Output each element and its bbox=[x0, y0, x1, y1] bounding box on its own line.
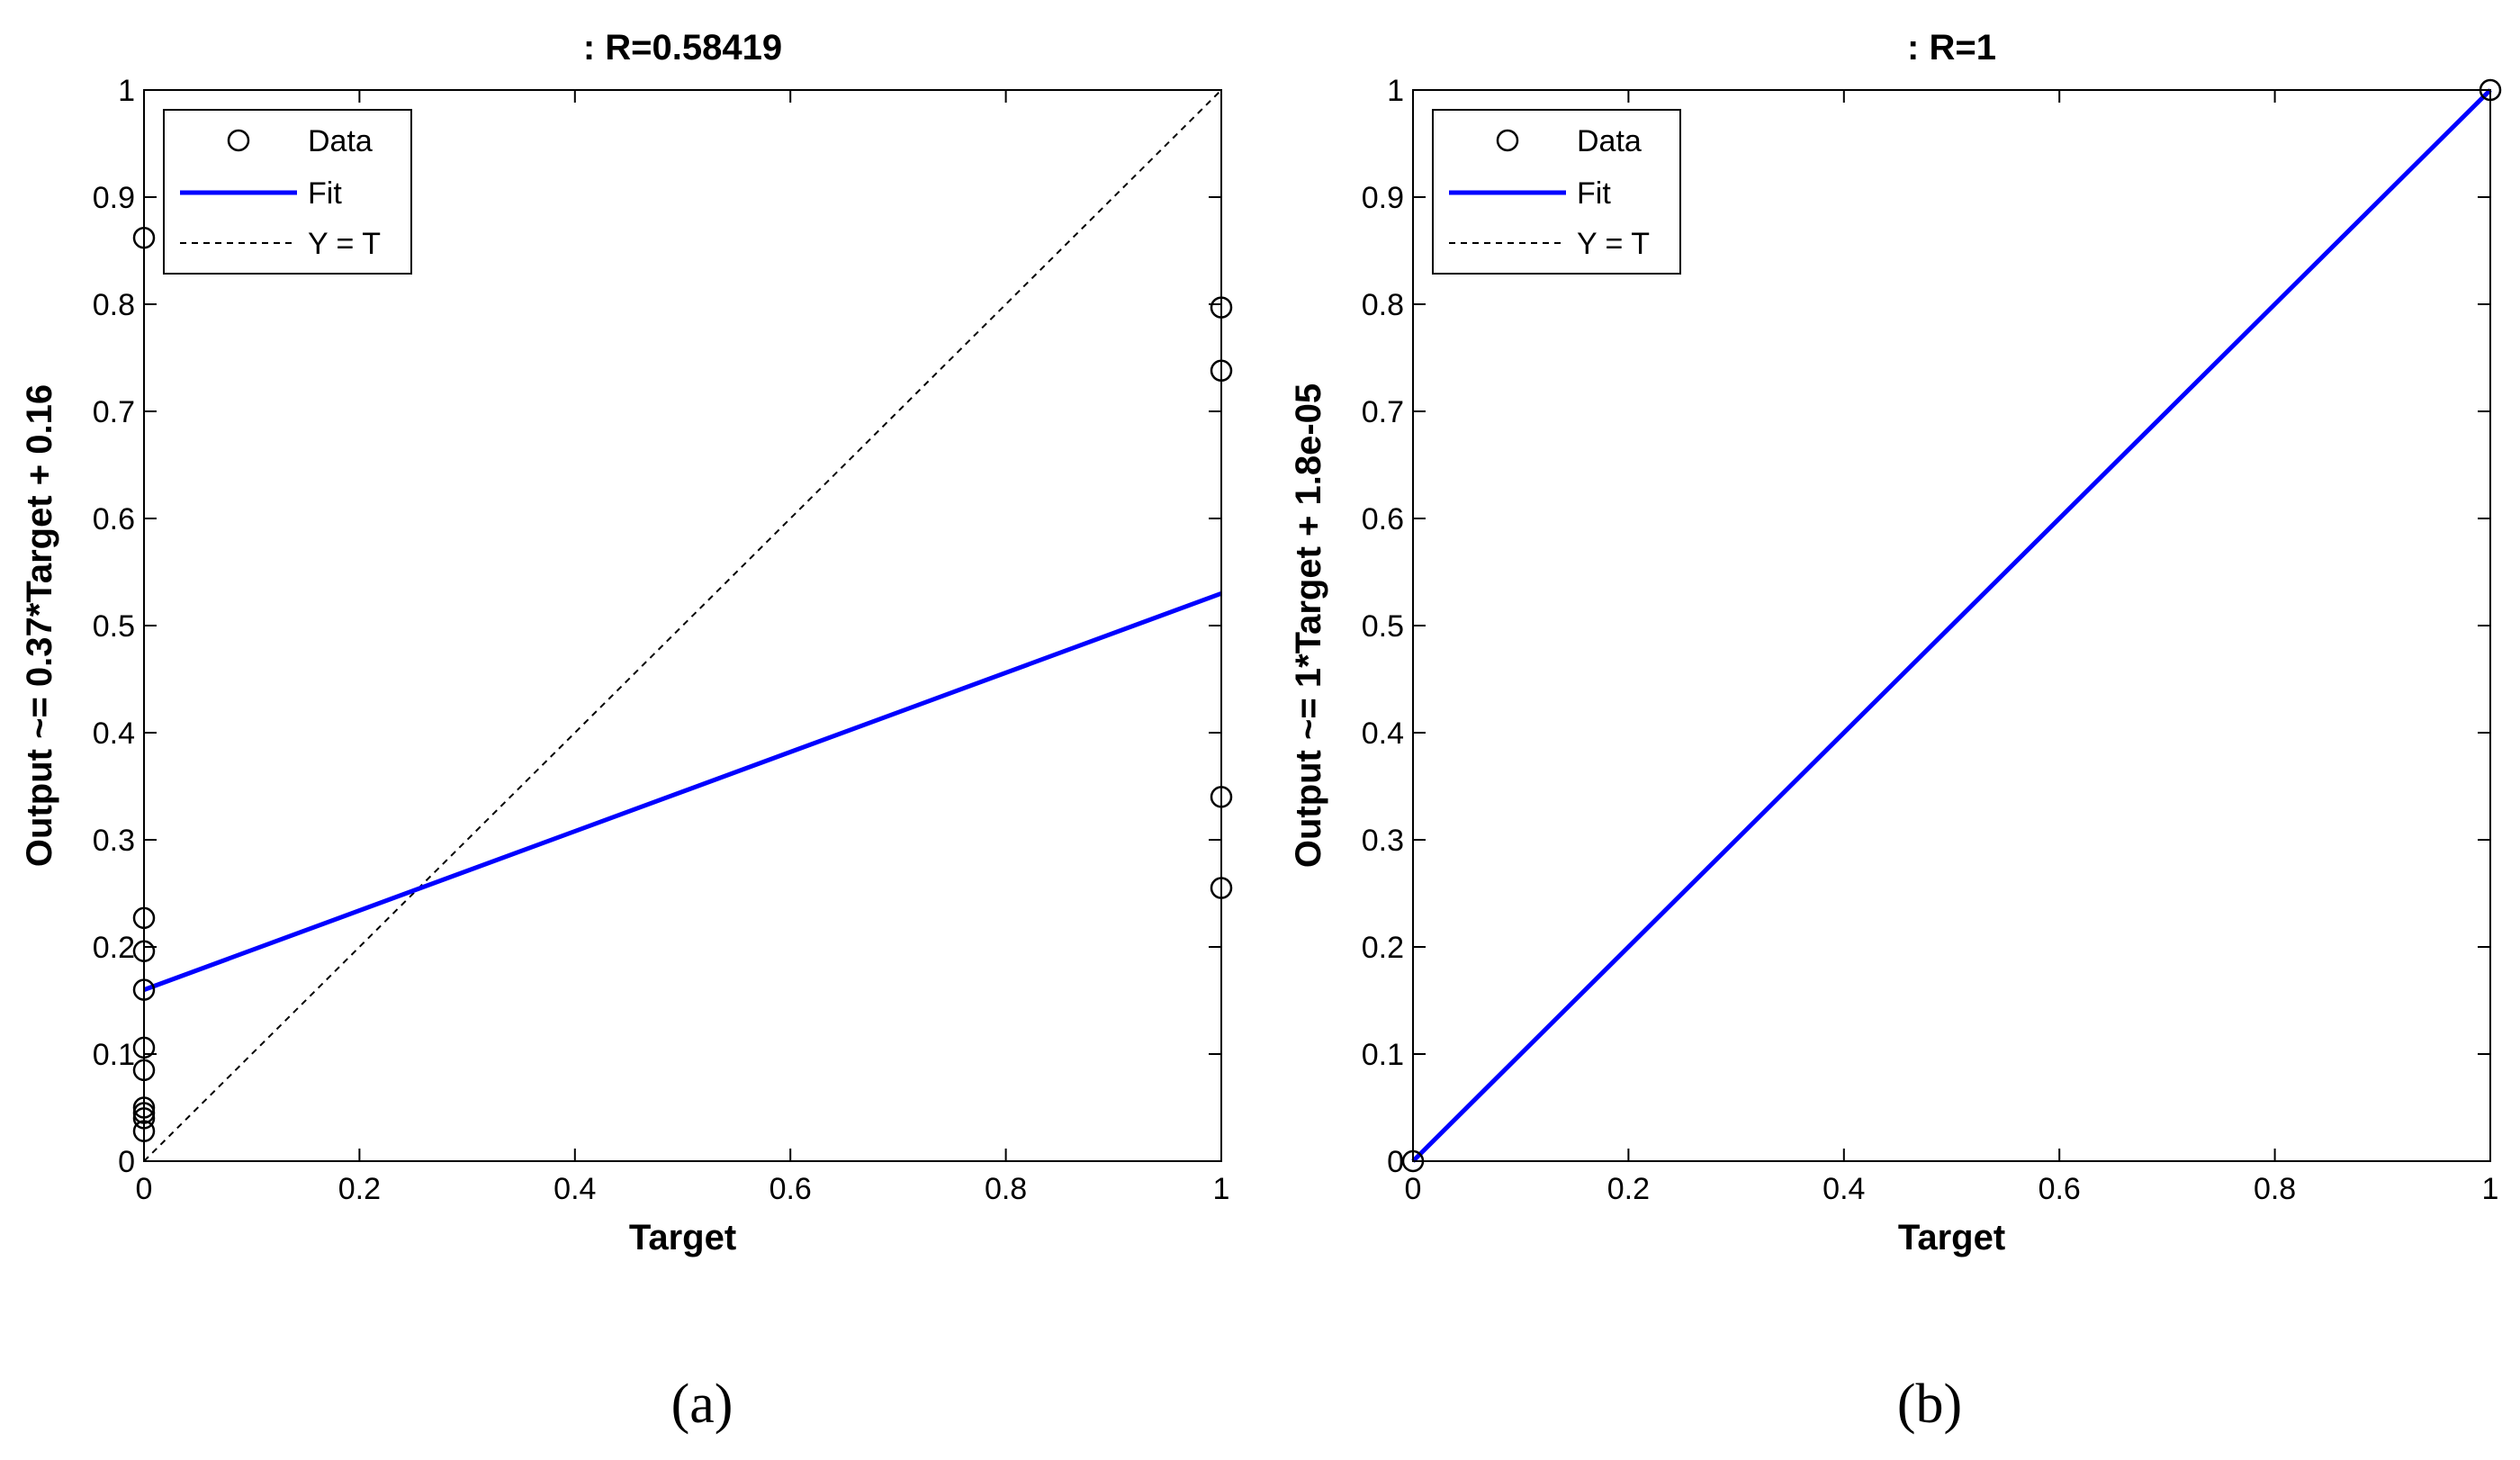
x-tick-label: 0.4 bbox=[1822, 1172, 1865, 1206]
y-tick-label: 0 bbox=[118, 1145, 135, 1179]
chart-title: : R=1 bbox=[1907, 28, 1996, 68]
y-tick-label: 0.5 bbox=[1362, 609, 1404, 644]
y-tick-label: 0.1 bbox=[93, 1038, 135, 1072]
y-axis-label: Output ~= 0.37*Target + 0.16 bbox=[20, 384, 59, 867]
x-tick-label: 0.6 bbox=[770, 1172, 812, 1206]
legend: Data Fit Y = T bbox=[163, 109, 412, 275]
legend-fit-label: Fit bbox=[308, 176, 342, 211]
y-tick-label: 0.8 bbox=[1362, 288, 1404, 322]
x-tick-label: 0.2 bbox=[338, 1172, 381, 1206]
chart-title: : R=0.58419 bbox=[583, 28, 782, 68]
caption-a: (a) bbox=[671, 1374, 734, 1435]
y-tick-label: 0.4 bbox=[93, 716, 135, 751]
chart-panel-0: 0 0.2 0.4 0.6 0.8 1 0 0.1 0.2 0.3 0.4 0.5 0.6 0.7 0.8 0… bbox=[20, 28, 1233, 1257]
fit-line bbox=[1411, 88, 2492, 1163]
legend-data-label: Data bbox=[308, 124, 373, 158]
x-tick-label: 0.8 bbox=[2254, 1172, 2296, 1206]
y-tick-label: 0.2 bbox=[93, 931, 135, 965]
chart-panel-1: 0 0.2 0.4 0.6 0.8 1 0 0.1 0.2 0.3 0.4 0.5 0.6 0.7 0.8 0… bbox=[1289, 28, 2502, 1257]
y-tick-label: 0.8 bbox=[93, 288, 135, 322]
x-axis-label: Target bbox=[1898, 1218, 2005, 1257]
legend-identity-label: Y = T bbox=[308, 227, 381, 261]
y-tick-label: 0 bbox=[1387, 1145, 1404, 1179]
y-tick-label: 0.5 bbox=[93, 609, 135, 644]
x-tick-label: 0 bbox=[136, 1172, 153, 1206]
legend-fit-label: Fit bbox=[1577, 176, 1611, 211]
y-tick-label: 0.9 bbox=[1362, 181, 1404, 215]
x-tick-label: 1 bbox=[1213, 1172, 1230, 1206]
caption-b: (b) bbox=[1897, 1374, 1962, 1435]
y-tick-label: 0.2 bbox=[1362, 931, 1404, 965]
legend-data-marker bbox=[227, 129, 250, 152]
y-tick-label: 0.1 bbox=[1362, 1038, 1404, 1072]
y-tick-label: 0.7 bbox=[1362, 395, 1404, 429]
identity-line bbox=[143, 89, 1222, 1162]
y-tick-label: 0.7 bbox=[93, 395, 135, 429]
x-tick-label: 0.6 bbox=[2038, 1172, 2081, 1206]
y-tick-label: 0.6 bbox=[1362, 502, 1404, 536]
x-tick-label: 0.2 bbox=[1607, 1172, 1650, 1206]
x-axis-label: Target bbox=[629, 1218, 736, 1257]
y-tick-label: 0.3 bbox=[1362, 824, 1404, 858]
legend-data-marker bbox=[1496, 129, 1519, 152]
x-tick-label: 0 bbox=[1405, 1172, 1422, 1206]
x-tick-label: 0.4 bbox=[554, 1172, 596, 1206]
y-tick-label: 0.6 bbox=[93, 502, 135, 536]
y-tick-label: 1 bbox=[118, 74, 135, 108]
y-tick-label: 0.3 bbox=[93, 824, 135, 858]
legend: Data Fit Y = T bbox=[1432, 109, 1681, 275]
legend-identity-label: Y = T bbox=[1577, 227, 1650, 261]
legend-data-label: Data bbox=[1577, 124, 1642, 158]
y-tick-label: 1 bbox=[1387, 74, 1404, 108]
y-axis-label: Output ~= 1*Target + 1.8e-05 bbox=[1289, 383, 1328, 868]
y-tick-label: 0.4 bbox=[1362, 716, 1404, 751]
y-tick-label: 0.9 bbox=[93, 181, 135, 215]
x-tick-label: 1 bbox=[2482, 1172, 2499, 1206]
fit-line bbox=[143, 590, 1222, 992]
x-tick-label: 0.8 bbox=[985, 1172, 1027, 1206]
